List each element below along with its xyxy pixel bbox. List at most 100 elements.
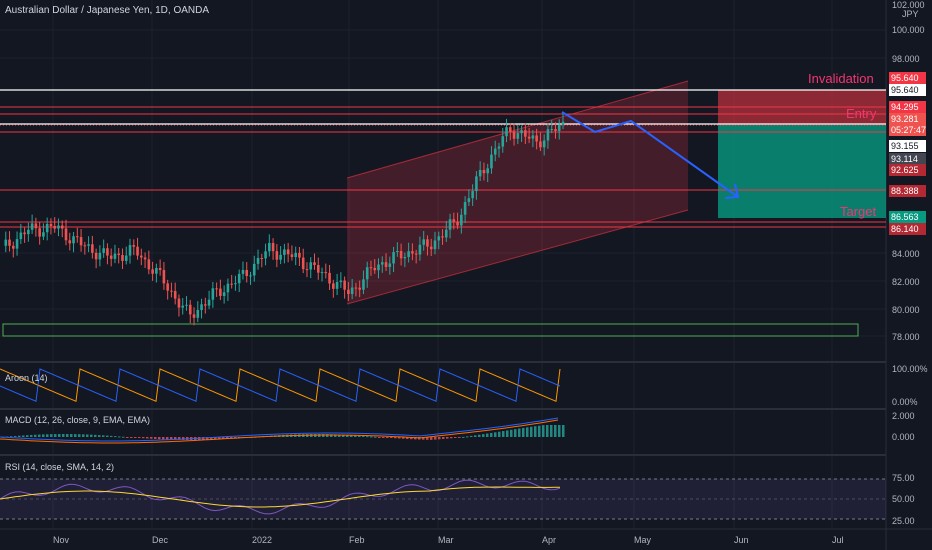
candle-body (508, 127, 512, 132)
rsi-tick: 50.00 (892, 494, 915, 504)
candle-body (305, 269, 309, 271)
support-zone-box[interactable] (2, 323, 859, 337)
projection-arrow[interactable] (561, 111, 739, 198)
candle-body (512, 131, 516, 139)
candle-body (460, 214, 463, 226)
invalidation-tag[interactable]: 95.640 (889, 72, 926, 84)
candle-body (106, 248, 109, 256)
candle-body (422, 239, 425, 245)
candle-body (8, 239, 11, 246)
candle-body (369, 267, 373, 269)
candle-body (128, 245, 132, 256)
price-tick: 84.000 (892, 249, 920, 259)
candle-body (365, 267, 369, 280)
candle-body (226, 283, 230, 293)
candle-body (531, 135, 535, 139)
level-tag-3[interactable]: 86.140 (889, 223, 926, 235)
candle-body (15, 239, 19, 249)
price-tick: 78.000 (892, 332, 920, 342)
level-tag-2[interactable]: 88.388 (889, 185, 926, 197)
candle-body (188, 304, 192, 315)
candle-body (524, 130, 527, 137)
candle-body (554, 129, 557, 131)
candle-body (113, 253, 117, 259)
candle-body (147, 259, 151, 270)
entry-label[interactable]: Entry (846, 106, 877, 121)
time-label: Apr (542, 535, 557, 545)
candle-body (377, 264, 380, 271)
candle-body (535, 135, 538, 142)
candle-body (23, 232, 26, 235)
candle-body (241, 270, 245, 274)
countdown-tag[interactable]: 05:27:47 (889, 124, 927, 136)
candle-body (143, 257, 147, 260)
candle-body (207, 299, 211, 306)
level-tag-1[interactable]: 92.625 (889, 164, 926, 176)
candle-body (497, 146, 501, 149)
rsi-title[interactable]: RSI (14, close, SMA, 14, 2) (5, 462, 115, 472)
target-label[interactable]: Target (840, 204, 877, 219)
candle-body (313, 262, 316, 266)
symbol-title[interactable]: Australian Dollar / Japanese Yen, 1D, OA… (5, 5, 209, 16)
candle-body (418, 244, 422, 255)
time-label: Jun (734, 535, 749, 545)
prev-close-tag[interactable]: 93.114 (889, 153, 926, 165)
projection-arrowhead (724, 183, 740, 199)
candle-body (298, 252, 301, 258)
last-price-tag[interactable]: 93.281 (889, 113, 926, 125)
candle-body (388, 263, 392, 267)
candle-body (173, 291, 177, 299)
grid-lines (0, 0, 886, 529)
candle-body (384, 262, 388, 267)
macd-title[interactable]: MACD (12, 26, close, 9, EMA, EMA) (5, 415, 151, 425)
candle-body (252, 263, 256, 276)
candle-body (354, 287, 358, 289)
candle-body (414, 253, 418, 255)
ref-tag[interactable]: 93.155 (889, 140, 926, 152)
candle-body (83, 245, 87, 247)
candle-body (396, 250, 399, 253)
candle-body (433, 240, 437, 250)
price-axis-unit: JPY (902, 9, 919, 19)
candle-body (222, 292, 226, 296)
invalidation-label[interactable]: Invalidation (808, 71, 874, 86)
candle-body (407, 251, 410, 257)
candle-body (320, 272, 324, 274)
candle-body (166, 283, 169, 291)
candle-body (79, 237, 83, 246)
candle-body (155, 267, 158, 274)
candle-body (542, 140, 546, 148)
candle-body (53, 226, 57, 229)
candle-body (486, 168, 489, 174)
candle-body (467, 198, 471, 203)
macd-tick: 2.000 (892, 411, 915, 421)
candle-body (448, 219, 452, 230)
candle-body (49, 223, 53, 227)
candle-body (185, 304, 188, 306)
candle-body (170, 290, 173, 292)
channel-lower-line[interactable] (346, 209, 689, 305)
candle-body (335, 282, 339, 289)
candle-body (158, 267, 162, 271)
time-label: Dec (152, 535, 169, 545)
candle-body (437, 236, 441, 241)
candle-body (94, 252, 98, 260)
aroon-title[interactable]: Aroon (14) (5, 373, 48, 383)
take-profit-zone[interactable] (718, 125, 886, 218)
time-label: 2022 (252, 535, 273, 545)
white-line-tag[interactable]: 95.640 (889, 84, 926, 96)
candle-body (399, 250, 403, 259)
candle-body (561, 121, 565, 125)
entry-tag[interactable]: 94.295 (889, 101, 926, 113)
target-tag[interactable]: 86.563 (889, 211, 926, 223)
candle-body (204, 304, 207, 306)
candle-body (482, 169, 486, 174)
candle-body (316, 265, 320, 273)
candle-body (339, 280, 343, 283)
candle-body (309, 262, 313, 270)
candle-body (463, 202, 467, 215)
candle-body (76, 236, 79, 238)
candle-body (38, 228, 41, 237)
time-label: May (634, 535, 652, 545)
